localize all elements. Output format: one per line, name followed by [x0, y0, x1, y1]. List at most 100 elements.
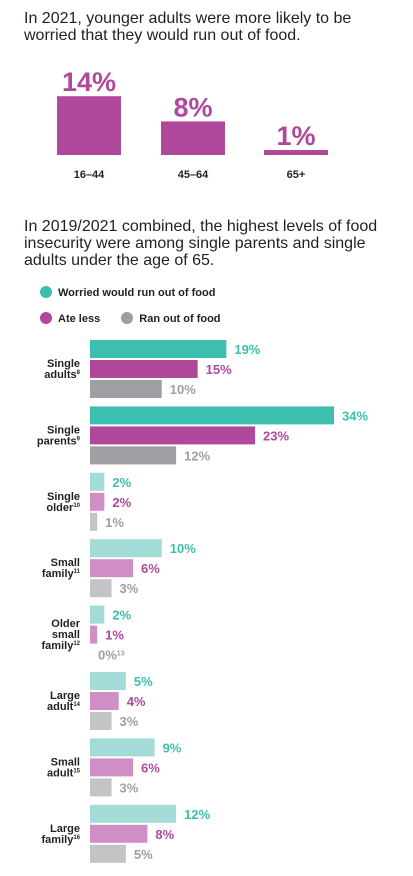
category-label-line: family — [42, 568, 75, 580]
category-superscript: 14 — [73, 702, 80, 708]
category-label: Large adult14 — [47, 690, 81, 713]
bar-value-label: 6% — [141, 561, 160, 576]
legend-swatch-ran-out — [121, 312, 134, 324]
bar-value-label: 34% — [342, 408, 368, 423]
legend-label-ate-less: Ate less — [58, 313, 101, 325]
category-superscript: 10 — [73, 503, 80, 509]
bar-2-1 — [90, 492, 105, 511]
bar-value-label: 1% — [105, 515, 124, 530]
bar-0-2 — [90, 380, 162, 398]
category-label-line: Small — [51, 756, 80, 768]
bar-value-label: 2% — [112, 495, 131, 510]
bar-5-1 — [90, 692, 119, 710]
category-label-line: Large — [50, 690, 80, 702]
age-category-label: 45–64 — [178, 169, 209, 181]
bar-1-1 — [90, 426, 256, 445]
bar-value-label: 4% — [127, 694, 146, 709]
bar-5-0 — [90, 672, 126, 690]
category-label: Large family16 — [42, 823, 81, 846]
bar-4-1 — [90, 625, 98, 644]
age-bar-chart: 14% 16–44 8% 45–64 1% 65+ — [57, 67, 328, 181]
legend-row-1: Worried would run out of food — [40, 286, 233, 299]
bar-value-label: 0%13 — [98, 648, 125, 663]
age-bar-value-label: 8% — [173, 92, 212, 122]
age-bar-2 — [264, 150, 328, 155]
category-superscript: 11 — [74, 569, 81, 575]
legend-label-ran-out: Ran out of food — [139, 313, 221, 325]
category-superscript: 15 — [73, 768, 80, 774]
bar-6-1 — [90, 758, 134, 777]
bar-value-label: 10% — [170, 541, 196, 556]
category-label: Single parents9 — [37, 424, 81, 447]
bar-3-2 — [90, 579, 112, 598]
category-label: Small family11 — [42, 557, 81, 580]
category-label-line: Single — [47, 424, 80, 436]
bar-0-0 — [90, 340, 227, 358]
bar-value-label: 1% — [105, 628, 124, 643]
bar-2-2 — [90, 512, 98, 531]
category-label-line: adult — [47, 701, 74, 713]
bar-value-label: 3% — [120, 780, 139, 795]
bar-1-0 — [90, 406, 334, 425]
legend-swatch-ate-less — [40, 312, 52, 324]
legend-label-worried: Worried would run out of food — [58, 287, 216, 299]
category-superscript: 16 — [73, 835, 80, 841]
age-bar-value-label: 14% — [62, 67, 116, 97]
category-label-line: Single — [47, 358, 80, 370]
bar-value-label: 2% — [112, 608, 131, 623]
bar-2-0 — [90, 472, 105, 491]
legend-item-worried: Worried would run out of food — [40, 286, 215, 299]
section2-heading: In 2019/2021 combined, the highest level… — [24, 218, 378, 269]
bar-value-label: 8% — [155, 827, 174, 842]
bar-7-1 — [90, 824, 148, 843]
category-label-line: Single — [47, 491, 80, 503]
category-label-line: Small — [51, 557, 80, 569]
category-label-line: older — [46, 502, 74, 514]
legend-swatch-worried — [40, 286, 52, 298]
bar-0-1 — [90, 360, 198, 378]
bar-3-1 — [90, 559, 134, 578]
category-label-line: family — [42, 834, 75, 846]
category-label: Older small family12 — [42, 618, 81, 652]
category-label: Single older10 — [46, 491, 80, 514]
section1-heading: In 2021, younger adults were more likely… — [24, 10, 352, 44]
bar-value-label: 2% — [112, 475, 131, 490]
bar-value-label: 19% — [234, 342, 260, 357]
bar-value-label: 5% — [134, 674, 153, 689]
bar-value-label: 3% — [120, 581, 139, 596]
bar-value-label: 12% — [184, 448, 210, 463]
bar-value-label: 6% — [141, 760, 160, 775]
category-label-line: adults — [44, 369, 76, 381]
bar-5-2 — [90, 712, 112, 730]
age-category-label: 65+ — [287, 169, 306, 181]
bar-value-label: 23% — [263, 428, 289, 443]
bar-value-label: 5% — [134, 847, 153, 862]
age-bar-0 — [57, 96, 121, 155]
bar-value-label: 12% — [184, 807, 210, 822]
bar-6-2 — [90, 778, 112, 797]
category-superscript: 12 — [73, 641, 80, 647]
bar-value-superscript: 13 — [117, 651, 125, 658]
age-bar-value-label: 1% — [276, 121, 315, 151]
age-bar-1 — [161, 121, 225, 155]
legend-item-ran-out: Ran out of food — [121, 312, 221, 325]
category-superscript: 8 — [77, 370, 81, 376]
category-label-line: Older — [51, 618, 80, 630]
bar-value-label: 15% — [206, 362, 232, 377]
bar-value-label: 9% — [163, 740, 182, 755]
category-label-line: family — [42, 640, 75, 652]
category-label-line: parents — [37, 435, 77, 447]
legend-item-ate-less: Ate less — [40, 312, 100, 325]
bar-value-label: 10% — [170, 382, 196, 397]
bar-7-2 — [90, 844, 126, 863]
bar-6-0 — [90, 738, 155, 757]
category-label-line: adult — [47, 767, 74, 779]
bar-value-label: 3% — [120, 714, 139, 729]
age-category-label: 16–44 — [74, 169, 105, 181]
category-label: Single adults8 — [44, 358, 80, 381]
category-label-line: Large — [50, 823, 80, 835]
bar-7-0 — [90, 804, 177, 823]
category-superscript: 9 — [77, 436, 81, 442]
bar-1-2 — [90, 446, 177, 465]
